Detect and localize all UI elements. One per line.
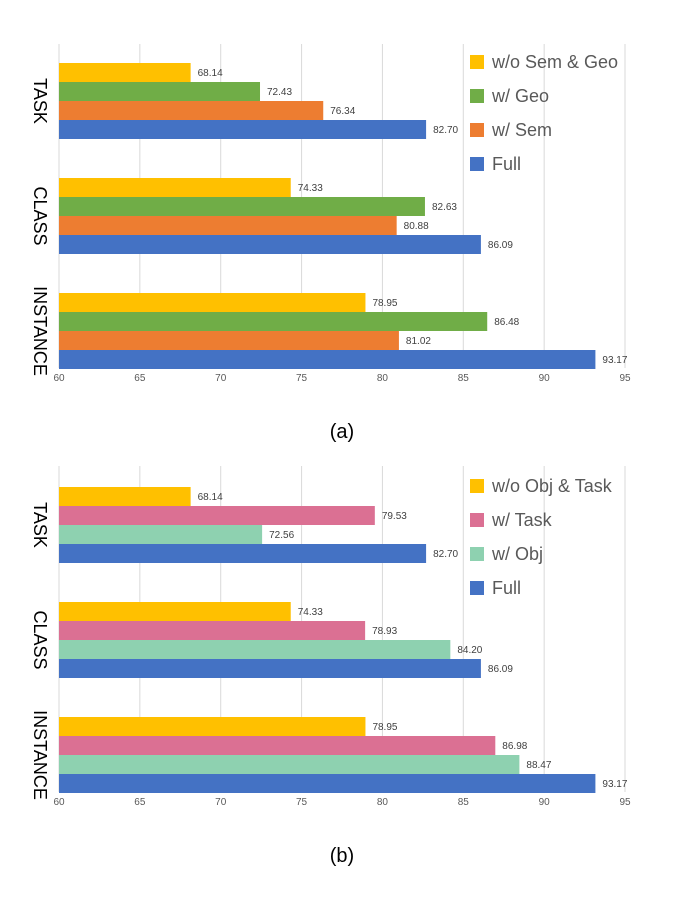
chart-caption: (a) bbox=[330, 421, 354, 443]
legend-swatch bbox=[470, 479, 484, 493]
bar bbox=[59, 197, 425, 216]
data-label: 76.34 bbox=[330, 106, 355, 117]
x-tick-label: 75 bbox=[296, 797, 308, 808]
data-label: 86.98 bbox=[502, 741, 527, 752]
legend-swatch bbox=[470, 157, 484, 171]
category-label: TASK bbox=[30, 78, 50, 124]
x-tick-label: 75 bbox=[296, 373, 308, 384]
legend-label: w/ Obj bbox=[491, 544, 543, 564]
data-label: 72.56 bbox=[269, 530, 294, 541]
data-label: 84.20 bbox=[457, 645, 482, 656]
bar bbox=[59, 487, 191, 506]
data-label: 79.53 bbox=[382, 511, 407, 522]
chart-1: 60 65 70 75 80 85 90 95 68.14 79.53 72.56 82.70 TASK… bbox=[30, 466, 631, 867]
bar bbox=[59, 736, 496, 755]
data-label: 93.17 bbox=[602, 779, 627, 790]
x-tick-label: 80 bbox=[377, 797, 389, 808]
bar bbox=[59, 82, 261, 101]
legend-label: w/ Geo bbox=[491, 86, 549, 106]
legend-label: Full bbox=[492, 578, 521, 598]
data-label: 80.88 bbox=[404, 221, 429, 232]
data-label: 68.14 bbox=[198, 492, 223, 503]
data-label: 82.63 bbox=[432, 202, 457, 213]
bar bbox=[59, 331, 399, 350]
data-label: 74.33 bbox=[298, 607, 323, 618]
x-tick-label: 60 bbox=[53, 373, 65, 384]
legend-swatch bbox=[470, 547, 484, 561]
bar bbox=[59, 544, 427, 563]
data-label: 78.95 bbox=[372, 722, 397, 733]
legend-swatch bbox=[470, 89, 484, 103]
x-tick-label: 85 bbox=[458, 373, 470, 384]
bar bbox=[59, 178, 291, 197]
x-tick-label: 65 bbox=[134, 797, 146, 808]
category-label: INSTANCE bbox=[30, 710, 50, 800]
data-label: 74.33 bbox=[298, 183, 323, 194]
bar bbox=[59, 101, 324, 120]
bar bbox=[59, 350, 596, 369]
x-tick-label: 60 bbox=[53, 797, 65, 808]
bar bbox=[59, 640, 451, 659]
bar bbox=[59, 525, 263, 544]
bar bbox=[59, 602, 291, 621]
bar bbox=[59, 621, 366, 640]
chart-0: 60 65 70 75 80 85 90 95 68.14 72.43 76.34 82.70 TASK… bbox=[30, 44, 631, 443]
x-tick-label: 85 bbox=[458, 797, 470, 808]
data-label: 81.02 bbox=[406, 336, 431, 347]
category-label: TASK bbox=[30, 502, 50, 548]
x-tick-label: 90 bbox=[539, 797, 551, 808]
legend-label: w/ Task bbox=[491, 510, 553, 530]
data-label: 88.47 bbox=[526, 760, 551, 771]
legend-swatch bbox=[470, 513, 484, 527]
legend-label: w/o Sem & Geo bbox=[491, 52, 618, 72]
legend-swatch bbox=[470, 123, 484, 137]
legend-swatch bbox=[470, 581, 484, 595]
x-tick-label: 65 bbox=[134, 373, 146, 384]
data-label: 72.43 bbox=[267, 87, 292, 98]
category-label: CLASS bbox=[30, 610, 50, 669]
bar bbox=[59, 63, 191, 82]
legend-label: w/ Sem bbox=[491, 120, 552, 140]
bar bbox=[59, 717, 366, 736]
bar bbox=[59, 506, 375, 525]
data-label: 78.93 bbox=[372, 626, 397, 637]
data-label: 86.09 bbox=[488, 240, 513, 251]
x-tick-label: 80 bbox=[377, 373, 389, 384]
x-tick-label: 70 bbox=[215, 797, 227, 808]
category-label: INSTANCE bbox=[30, 286, 50, 376]
bar bbox=[59, 120, 427, 139]
data-label: 86.48 bbox=[494, 317, 519, 328]
chart-caption: (b) bbox=[330, 845, 354, 867]
data-label: 82.70 bbox=[433, 549, 458, 560]
data-label: 86.09 bbox=[488, 664, 513, 675]
bar bbox=[59, 659, 481, 678]
data-label: 82.70 bbox=[433, 125, 458, 136]
legend-label: Full bbox=[492, 154, 521, 174]
bar bbox=[59, 293, 366, 312]
bar bbox=[59, 312, 488, 331]
category-label: CLASS bbox=[30, 186, 50, 245]
x-tick-label: 90 bbox=[539, 373, 551, 384]
bar bbox=[59, 755, 520, 774]
x-tick-label: 95 bbox=[619, 797, 631, 808]
bar bbox=[59, 216, 397, 235]
legend-label: w/o Obj & Task bbox=[491, 476, 613, 496]
data-label: 68.14 bbox=[198, 68, 223, 79]
x-tick-label: 95 bbox=[619, 373, 631, 384]
legend-swatch bbox=[470, 55, 484, 69]
bar bbox=[59, 774, 596, 793]
data-label: 93.17 bbox=[602, 355, 627, 366]
data-label: 78.95 bbox=[372, 298, 397, 309]
x-tick-label: 70 bbox=[215, 373, 227, 384]
bar bbox=[59, 235, 481, 254]
